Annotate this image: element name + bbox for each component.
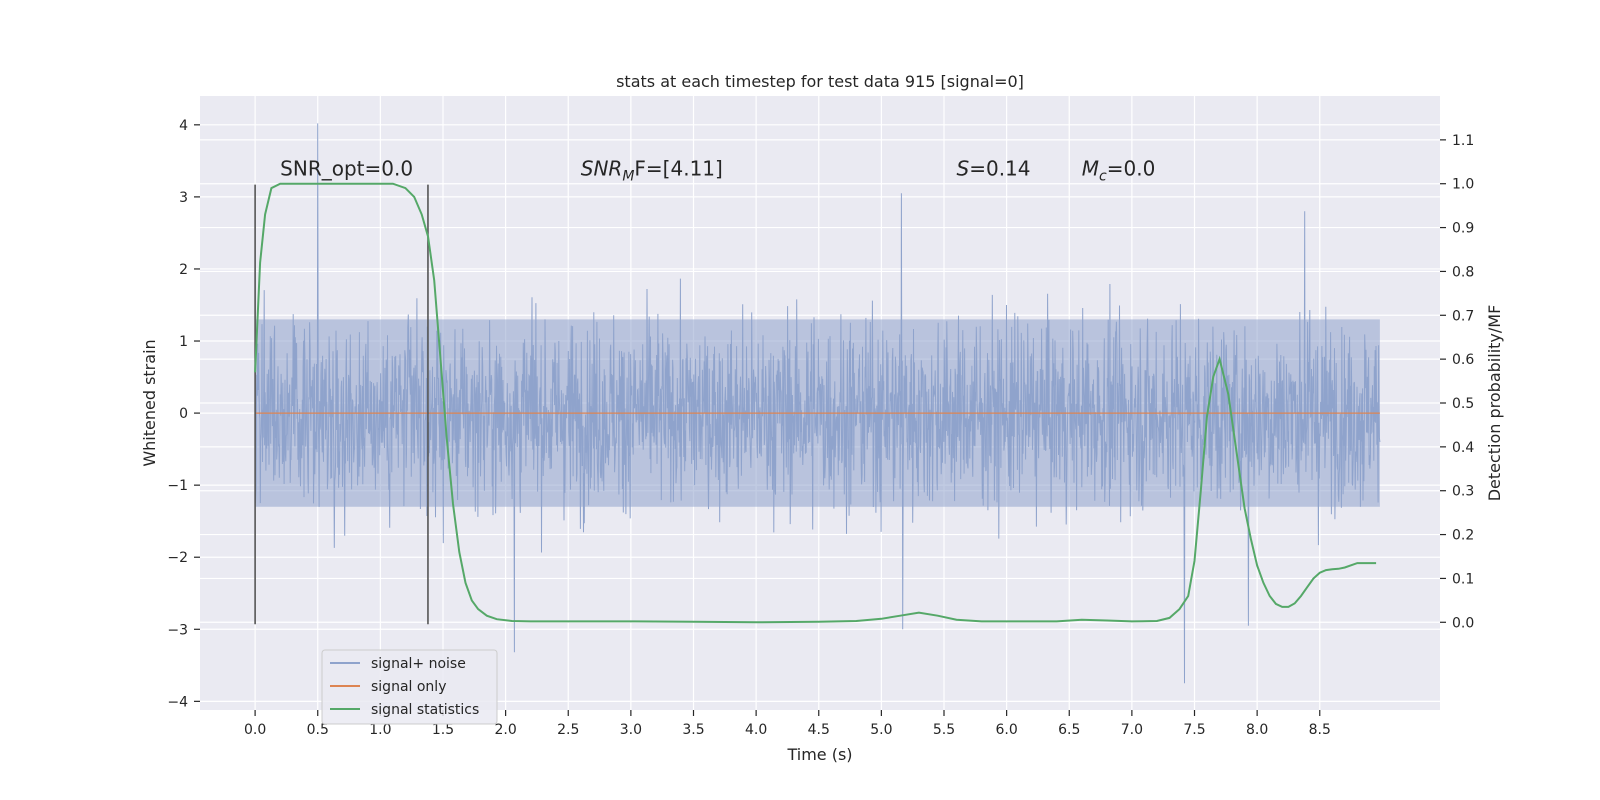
x-tick-label: 3.0	[620, 722, 642, 738]
chart-title: stats at each timestep for test data 915…	[616, 72, 1024, 91]
y-tick-label: 2	[179, 262, 188, 278]
legend-label-signal-noise: signal+ noise	[371, 656, 466, 672]
x-tick-label: 5.0	[870, 722, 892, 738]
y-right-tick-label: 0.2	[1452, 528, 1474, 544]
series-signal-statistics	[254, 182, 1377, 624]
y-right-tick-label: 0.4	[1452, 440, 1474, 456]
annotation-mc-sub: c	[1099, 168, 1107, 184]
annotation-mc: Mc=0.0	[1082, 156, 1156, 184]
y-tick-label: 3	[179, 190, 188, 206]
annotation-snr-mf-value: F=[4.11]	[634, 156, 722, 180]
x-axis-title: Time (s)	[786, 745, 852, 764]
y-tick-label: −1	[167, 478, 188, 494]
vertical-markers	[254, 184, 429, 625]
annotation-mc-value: =0.0	[1107, 156, 1156, 180]
x-tick-label: 7.5	[1183, 722, 1205, 738]
x-tick-label: 1.0	[369, 722, 391, 738]
legend-label-signal-only: signal only	[371, 679, 446, 695]
annotation-s: S=0.14	[957, 156, 1031, 180]
x-tick-label: 1.5	[432, 722, 454, 738]
y-right-tick-label: 0.8	[1452, 264, 1474, 280]
y-right-tick-label: 0.1	[1452, 571, 1474, 587]
x-tick-label: 4.0	[745, 722, 767, 738]
annotation-snr-mf-base: SNR	[581, 156, 623, 180]
legend-box	[321, 649, 498, 725]
y-right-tick-label: 1.0	[1452, 177, 1474, 193]
y-right-tick-label: 0.0	[1452, 615, 1474, 631]
y-tick-label: 0	[179, 406, 188, 422]
y-tick-label: −3	[167, 622, 188, 638]
legend: signal+ noise signal only signal statist…	[321, 649, 498, 725]
x-tick-label: 0.0	[244, 722, 266, 738]
x-tick-label: 3.5	[682, 722, 704, 738]
annotation-s-base: S	[957, 156, 970, 180]
y-tick-label: −2	[167, 550, 188, 566]
y-right-tick-label: 0.5	[1452, 396, 1474, 412]
y-tick-label: 4	[179, 118, 188, 134]
y-right-tick-label: 0.3	[1452, 484, 1474, 500]
annotation-snr-mf-sub: M	[622, 168, 634, 184]
legend-label-signal-statistics: signal statistics	[371, 702, 479, 718]
y-axis-ticks: −4 −3 −2 −1 0 1 2 3 4	[167, 118, 200, 710]
annotation-snr-mf: SNRMF=[4.11]	[581, 156, 723, 184]
x-tick-label: 2.0	[494, 722, 516, 738]
y-right-axis-title: Detection probability/MF	[1485, 305, 1504, 502]
annotation-snr-opt: SNR_opt=0.0	[280, 156, 413, 180]
annotation-s-value: =0.14	[969, 156, 1030, 180]
x-tick-label: 6.0	[995, 722, 1017, 738]
y-right-axis-ticks: 0.0 0.1 0.2 0.3 0.4 0.5 0.6 0.7 0.8 0.9 1.0 1.1	[1440, 133, 1474, 631]
x-tick-label: 0.5	[307, 722, 329, 738]
y-right-tick-label: 0.9	[1452, 221, 1474, 237]
x-tick-label: 2.5	[557, 722, 579, 738]
x-tick-label: 8.0	[1246, 722, 1268, 738]
noise-trace	[254, 123, 1381, 684]
y-right-tick-label: 0.7	[1452, 308, 1474, 324]
y-right-tick-label: 0.6	[1452, 352, 1474, 368]
annotation-mc-base: M	[1082, 156, 1099, 180]
x-tick-label: 5.5	[933, 722, 955, 738]
y-axis-title: Whitened strain	[140, 339, 159, 466]
y-tick-label: 1	[179, 334, 188, 350]
x-tick-label: 8.5	[1309, 722, 1331, 738]
x-axis-ticks: 0.0 0.5 1.0 1.5 2.0 2.5 3.0 3.5 4.0 4.5 5.0 5.5 6.0 6…	[244, 710, 1331, 738]
x-tick-label: 6.5	[1058, 722, 1080, 738]
x-tick-label: 7.0	[1121, 722, 1143, 738]
y-tick-label: −4	[167, 694, 188, 710]
y-right-tick-label: 1.1	[1452, 133, 1474, 149]
x-tick-label: 4.5	[808, 722, 830, 738]
